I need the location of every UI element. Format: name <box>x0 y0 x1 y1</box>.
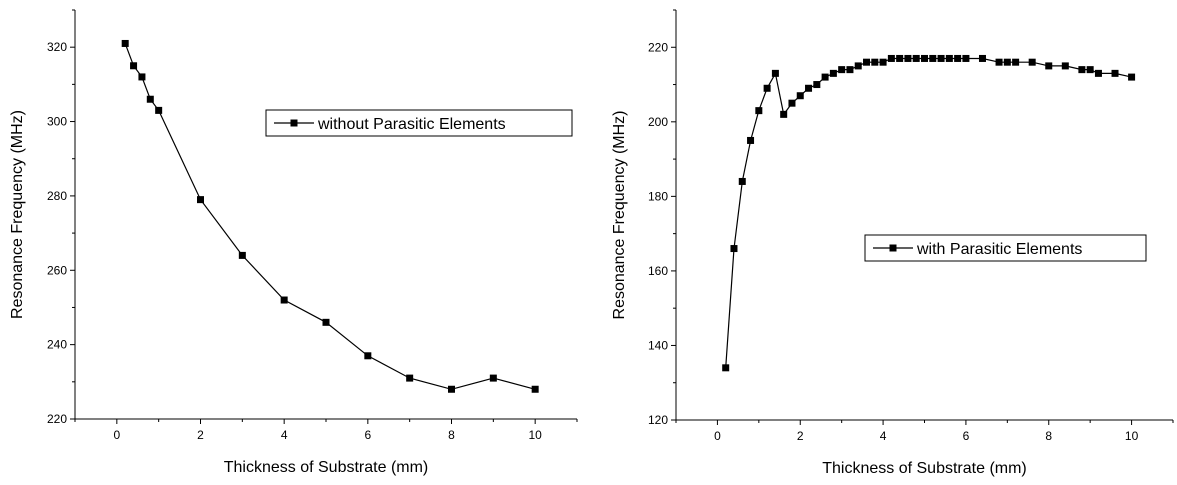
chart-right-y-tick-label: 120 <box>648 413 668 427</box>
chart-right-series-0-point <box>937 54 945 62</box>
chart-right-series-0-point <box>805 84 813 92</box>
chart-left-x-axis-title: Thickness of Substrate (mm) <box>224 459 429 476</box>
chart-right-series-0-point <box>747 136 755 144</box>
chart-right-series-0-point <box>1094 69 1102 77</box>
chart-right-series-0-point <box>1012 58 1020 66</box>
chart-right-series-0-point <box>962 54 970 62</box>
chart-left-y-tick-label: 220 <box>47 412 67 426</box>
chart-left-series-0-point <box>364 352 372 360</box>
chart-left-series-0-point <box>155 106 163 114</box>
chart-left-series-0-point <box>448 385 455 393</box>
chart-right-y-tick-label: 140 <box>648 338 668 352</box>
chart-right-series-0-point <box>1111 69 1119 77</box>
chart-right-series-0-point <box>763 84 771 92</box>
chart-right-x-tick-label: 8 <box>1045 429 1052 443</box>
chart-right-series-0-point <box>887 54 895 62</box>
chart-right-y-tick-label: 180 <box>648 189 668 203</box>
chart-left-series-0-point <box>280 296 288 304</box>
chart-right-x-axis-title: Thickness of Substrate (mm) <box>822 460 1027 477</box>
chart-right-series-0-point <box>846 66 854 74</box>
chart-left-x-tick-label: 10 <box>528 428 542 442</box>
chart-left-x-tick-label: 4 <box>281 428 288 442</box>
chart-right-series-0-point <box>838 66 846 74</box>
chart-left-legend-box <box>265 109 573 137</box>
chart-right-series-0-point <box>730 245 738 253</box>
chart-right-series-0-point <box>978 54 986 62</box>
chart-right-series-0-point <box>821 73 829 81</box>
chart-right-series-0-point <box>829 69 837 77</box>
chart-left-series-0-point <box>197 196 204 204</box>
chart-right-series-0-point <box>755 107 763 115</box>
chart-right-series-0-point <box>912 54 920 62</box>
chart-right-x-tick-label: 10 <box>1125 429 1139 443</box>
chart-right-x-tick-label: 6 <box>963 429 970 443</box>
chart-left-x-tick-label: 6 <box>364 428 371 442</box>
chart-right-series-0-point <box>1078 66 1086 74</box>
chart-right-series-0-point <box>863 58 871 66</box>
chart-right: 0 2 4 6 8 10 120 140 160 180 200 220 Thickness of Su… <box>598 0 1177 480</box>
chart-right-series-0-point <box>896 54 904 62</box>
chart-left-series-0-point <box>130 62 138 70</box>
chart-right-legend-label: with Parasitic Elements <box>916 241 1082 258</box>
chart-right-series-0-point <box>879 58 887 66</box>
chart-left-y-tick-label: 240 <box>47 338 67 352</box>
chart-left-svg: 0 2 4 6 8 10 220 240 260 280 300 320 Thickness of Su… <box>9 9 578 476</box>
chart-left-series-0-point <box>121 39 129 47</box>
chart-right-series-0-point <box>771 69 779 77</box>
chart-left-y-tick-label: 260 <box>47 263 67 277</box>
chart-right-series-0-point <box>738 177 746 185</box>
chart-left-y-tick-label: 300 <box>47 115 67 129</box>
chart-right-series-0-point <box>1061 62 1069 70</box>
chart-right-y-tick-label: 220 <box>648 40 668 54</box>
chart-left-series-0-point <box>238 251 246 259</box>
chart-right-series-0-point <box>1045 62 1053 70</box>
chart-right-series-0-point <box>904 54 912 62</box>
chart-left: 0 2 4 6 8 10 220 240 260 280 300 320 Thickness of Su… <box>0 0 590 480</box>
chart-left-y-tick-label: 320 <box>47 40 67 54</box>
chart-right-series-0-point <box>929 54 937 62</box>
chart-left-x-tick-label: 8 <box>448 428 455 442</box>
chart-left-legend-label: without Parasitic Elements <box>317 116 506 133</box>
chart-left-series-0-point <box>489 374 497 382</box>
chart-right-series-0-point <box>954 54 962 62</box>
chart-right-series-0-point <box>722 364 730 372</box>
chart-right-x-tick-label: 4 <box>880 429 887 443</box>
chart-right-y-tick-label: 200 <box>648 115 668 129</box>
chart-right-y-axis-title: Resonance Frequency (MHz) <box>611 111 628 320</box>
chart-right-x-tick-label: 0 <box>714 429 721 443</box>
chart-left-legend-marker <box>290 119 298 127</box>
chart-right-series-0-line <box>725 57 1132 368</box>
chart-right-x-tick-label: 2 <box>797 429 804 443</box>
chart-right-series-0-point <box>871 58 879 66</box>
chart-right-series-0-point <box>1003 58 1011 66</box>
chart-right-svg: 0 2 4 6 8 10 120 140 160 180 200 220 Thickness of Su… <box>611 9 1174 477</box>
chart-left-series-0-point <box>406 374 414 382</box>
chart-right-legend-marker <box>889 244 897 252</box>
chart-right-series-0-point <box>813 81 821 89</box>
chart-right-series-0-point <box>780 110 788 118</box>
chart-left-x-tick-label: 0 <box>113 428 120 442</box>
chart-right-series-0-point <box>945 54 953 62</box>
chart-right-series-0-point <box>788 99 796 107</box>
chart-right-series-0-point <box>854 62 862 70</box>
chart-right-series-0-point <box>995 58 1003 66</box>
chart-left-y-axis-title: Resonance Frequency (MHz) <box>9 110 26 319</box>
chart-left-series-0-point <box>322 318 330 326</box>
chart-right-series-0-point <box>1128 73 1136 81</box>
chart-left-y-tick-label: 280 <box>47 189 67 203</box>
chart-right-series-0-point <box>796 92 804 100</box>
chart-left-x-tick-label: 2 <box>197 428 204 442</box>
chart-left-series-0-point <box>138 73 146 81</box>
chart-right-series-0-point <box>1086 66 1094 74</box>
chart-left-series-0-line <box>124 43 536 390</box>
chart-right-series-0-point <box>921 54 928 62</box>
chart-left-series-0-point <box>531 385 539 393</box>
chart-right-y-tick-label: 160 <box>648 264 668 278</box>
chart-left-series-0-point <box>146 95 154 103</box>
chart-right-series-0-point <box>1028 58 1036 66</box>
